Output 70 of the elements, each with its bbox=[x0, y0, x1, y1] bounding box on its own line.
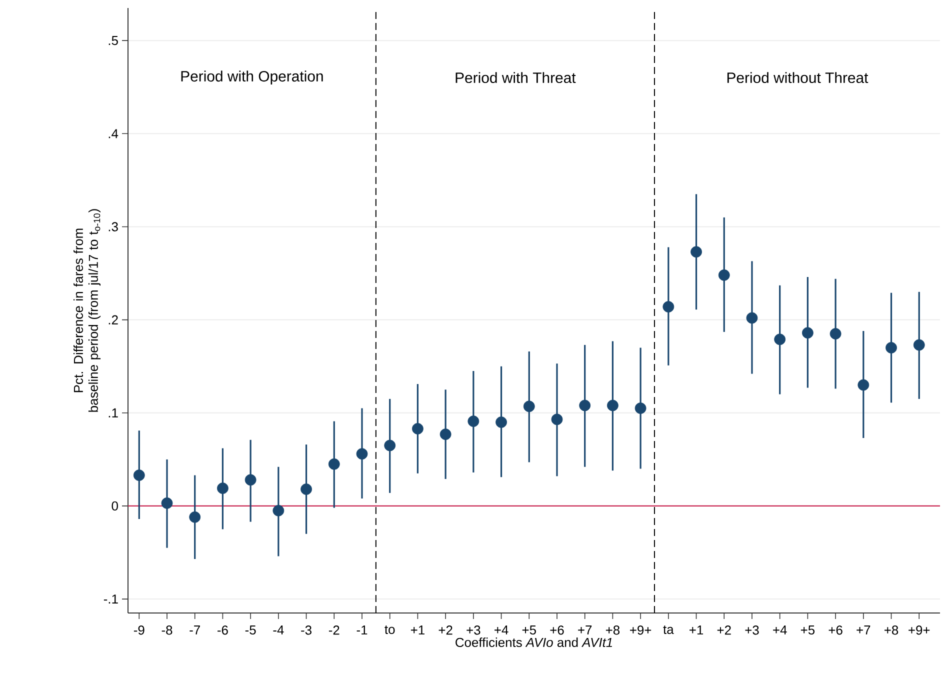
point bbox=[523, 400, 535, 412]
point bbox=[356, 448, 368, 460]
point bbox=[440, 428, 452, 440]
x-tick-label: -8 bbox=[162, 626, 172, 635]
point bbox=[551, 414, 563, 426]
x-tick-label: -6 bbox=[218, 626, 228, 635]
point bbox=[217, 482, 228, 494]
point bbox=[607, 400, 618, 412]
x-tick-label: -7 bbox=[190, 626, 200, 634]
x-tick-label: -2 bbox=[328, 626, 340, 635]
x-tick-label: +8 bbox=[884, 626, 898, 635]
point bbox=[690, 246, 702, 258]
y-tick-label: .5 bbox=[108, 36, 118, 46]
x-tick-label: +9+ bbox=[908, 626, 930, 635]
point bbox=[272, 504, 284, 516]
annotation: Period with Operation bbox=[181, 70, 323, 85]
x-tick-label: ta bbox=[663, 626, 674, 634]
point bbox=[774, 334, 786, 346]
x-tick-label: +1 bbox=[690, 626, 704, 634]
x-tick-label: +9+ bbox=[630, 626, 652, 635]
point bbox=[161, 497, 173, 509]
point bbox=[634, 402, 646, 414]
x-tick-label: +6 bbox=[550, 626, 564, 635]
y-tick-label: .3 bbox=[108, 222, 118, 232]
x-tick-label: -4 bbox=[273, 626, 284, 634]
y-tick-label: -.1 bbox=[104, 594, 118, 604]
x-tick-label: +6 bbox=[828, 626, 842, 635]
point bbox=[300, 484, 312, 495]
point bbox=[384, 440, 396, 452]
point bbox=[496, 416, 507, 428]
y-tick-label: .4 bbox=[108, 129, 118, 138]
x-tick-label: +4 bbox=[773, 626, 787, 634]
x-tick-label: +8 bbox=[606, 626, 620, 635]
x-axis-title: Coefficients AVIo and AVIt1 bbox=[456, 638, 612, 648]
point bbox=[858, 379, 870, 391]
point bbox=[133, 470, 145, 481]
point bbox=[244, 474, 256, 486]
point bbox=[746, 312, 758, 324]
x-tick-label: to bbox=[384, 626, 395, 634]
point bbox=[830, 328, 842, 340]
y-tick-label: .1 bbox=[108, 408, 118, 418]
point bbox=[579, 400, 591, 412]
y-tick-label: .2 bbox=[108, 315, 118, 324]
x-tick-label: +1 bbox=[410, 626, 424, 634]
point bbox=[412, 423, 424, 434]
x-tick-label: +3 bbox=[745, 626, 759, 635]
x-tick-label: +2 bbox=[438, 626, 452, 635]
annotation: Period with Threat bbox=[456, 72, 576, 84]
point bbox=[662, 301, 674, 312]
x-tick-label: +3 bbox=[466, 626, 480, 635]
point bbox=[328, 458, 340, 470]
x-tick-label: -1 bbox=[356, 626, 368, 634]
x-tick-label: -3 bbox=[301, 626, 312, 635]
y-tick-label: 0 bbox=[112, 501, 118, 511]
point bbox=[886, 342, 897, 354]
point bbox=[189, 511, 201, 523]
x-tick-label: +4 bbox=[494, 626, 508, 634]
annotation: Period without Threat bbox=[727, 72, 868, 84]
y-axis-title: Pct. Difference in fares from baseline period (from jul/17 to t$_{o-10}$) bbox=[74, 209, 101, 412]
x-tick-label: +7 bbox=[856, 626, 870, 634]
x-tick-label: -5 bbox=[245, 626, 256, 635]
x-tick-label: +7 bbox=[578, 626, 592, 634]
x-tick-label: +5 bbox=[800, 626, 815, 635]
point bbox=[718, 269, 730, 281]
point bbox=[468, 416, 480, 427]
point bbox=[802, 327, 814, 339]
x-tick-label: +5 bbox=[522, 626, 536, 635]
x-tick-label: -9 bbox=[134, 626, 144, 635]
x-tick-label: +2 bbox=[717, 626, 731, 635]
point bbox=[913, 339, 925, 351]
